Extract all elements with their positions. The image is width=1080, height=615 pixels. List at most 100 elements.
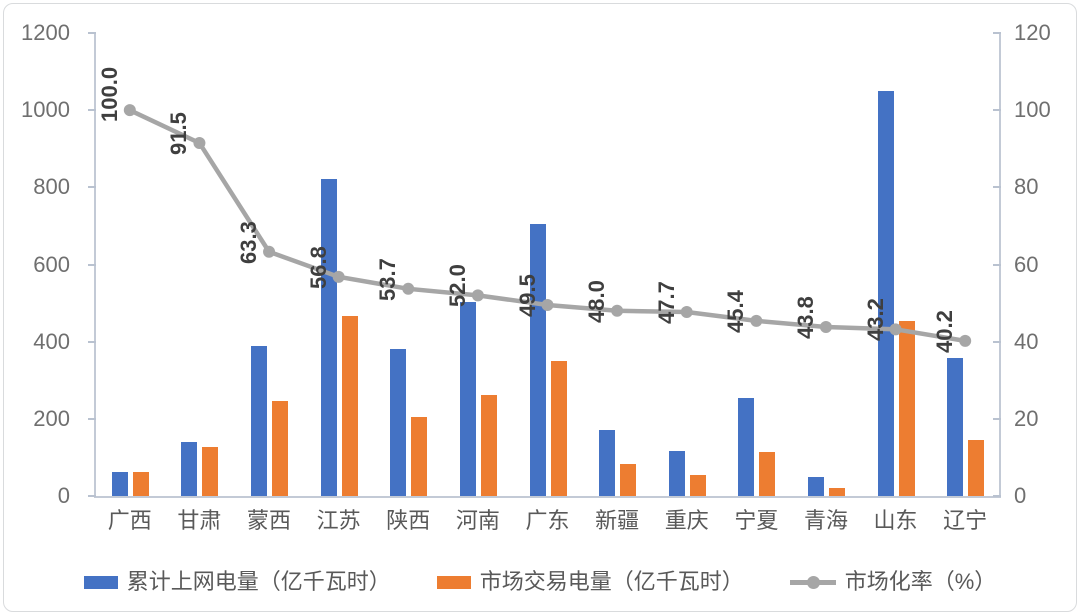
- x-axis-category-label: 山东: [873, 508, 918, 533]
- x-axis-category-label: 江苏: [316, 508, 361, 533]
- left-axis-tick-label: 200: [33, 405, 70, 431]
- right-axis-tick-mark: [993, 32, 1001, 34]
- market-traded-bar: [132, 472, 149, 496]
- left-axis-tick-mark: [88, 32, 96, 34]
- right-axis-tick-mark: [993, 340, 1001, 343]
- cumulative-ongrid-bar: [807, 476, 824, 496]
- market-rate-line-layer: [123, 104, 972, 347]
- market-rate-data-label: 91.5: [166, 112, 192, 155]
- market-traded-bar: [759, 451, 776, 496]
- market-rate-data-label: 47.7: [653, 281, 679, 324]
- market-rate-marker: [471, 289, 484, 302]
- legend: 累计上网电量（亿千瓦时） 市场交易电量（亿千瓦时） 市场化率（%）: [0, 562, 1080, 602]
- cumulative-ongrid-bar: [111, 472, 128, 496]
- cumulative-ongrid-bar: [877, 90, 894, 496]
- market-rate-marker: [889, 323, 902, 336]
- cumulative-ongrid-bar: [320, 178, 337, 496]
- cumulative-ongrid-bar: [251, 345, 268, 496]
- right-axis-tick-mark: [993, 417, 1001, 420]
- x-axis-category-label: 新疆: [595, 508, 640, 533]
- market-traded-bar: [828, 487, 845, 496]
- market-rate-marker: [680, 305, 693, 318]
- market-rate-marker: [263, 245, 276, 258]
- left-axis-tick-mark: [88, 417, 96, 420]
- market-rate-data-label: 43.2: [862, 298, 888, 342]
- legend-swatch-orange-bar: [436, 575, 471, 589]
- left-axis-tick-label: 400: [33, 328, 70, 354]
- market-traded-bar: [620, 463, 637, 496]
- market-traded-bar: [689, 474, 706, 496]
- market-rate-marker: [819, 321, 832, 334]
- left-axis-tick-mark: [88, 186, 96, 189]
- legend-swatch-blue-bar: [83, 575, 118, 589]
- x-axis-line: [94, 496, 1001, 498]
- legend-label: 市场化率（%）: [844, 569, 997, 594]
- right-axis-tick-label: 120: [1014, 20, 1051, 45]
- x-axis-category-label: 甘肃: [177, 508, 222, 533]
- market-rate-data-label: 63.3: [236, 220, 262, 264]
- left-axis-tick-label: 600: [33, 251, 70, 277]
- right-axis-tick-label: 20: [1014, 405, 1039, 431]
- left-axis-tick-mark: [88, 495, 96, 497]
- x-axis-category-label: 蒙西: [247, 508, 292, 533]
- market-traded-bar: [411, 417, 428, 496]
- x-axis-category-label: 广西: [107, 508, 152, 533]
- cumulative-ongrid-bar: [529, 223, 546, 496]
- market-rate-data-label: 43.8: [792, 296, 818, 339]
- left-axis-tick-mark: [88, 263, 96, 266]
- cumulative-ongrid-bar: [668, 451, 685, 496]
- right-axis-tick-mark: [993, 263, 1001, 266]
- market-traded-bar: [480, 394, 497, 496]
- cumulative-ongrid-bar: [390, 349, 407, 496]
- right-axis-tick-label: 80: [1014, 174, 1039, 200]
- market-rate-marker: [123, 104, 136, 117]
- x-axis-category-label: 宁夏: [734, 508, 779, 533]
- x-axis-category-label: 辽宁: [943, 508, 988, 533]
- left-axis-tick-label: 0: [57, 483, 70, 508]
- x-axis-category-label: 青海: [803, 508, 848, 533]
- right-axis-tick-label: 0: [1014, 483, 1027, 508]
- left-axis-tick-label: 1000: [21, 97, 70, 123]
- x-axis-category-label: 广东: [525, 508, 570, 533]
- market-rate-data-label: 48.0: [584, 279, 610, 323]
- left-axis-tick-mark: [88, 340, 96, 343]
- market-traded-bar: [898, 320, 915, 496]
- cumulative-ongrid-bar: [459, 301, 476, 496]
- right-axis-tick-mark: [993, 109, 1001, 112]
- market-rate-data-label: 53.7: [375, 257, 401, 301]
- cumulative-ongrid-bar: [947, 357, 964, 496]
- left-axis-tick-mark: [88, 109, 96, 112]
- right-axis-tick-label: 40: [1014, 328, 1039, 354]
- market-traded-bar: [202, 446, 219, 496]
- market-rate-marker: [959, 334, 972, 347]
- x-axis-category-label: 陕西: [386, 508, 431, 533]
- market-rate-marker: [541, 299, 554, 312]
- right-axis-tick-mark: [993, 495, 1001, 497]
- market-rate-data-label: 56.8: [305, 246, 331, 289]
- x-axis-category-label: 河南: [455, 508, 500, 533]
- cumulative-ongrid-bar: [738, 397, 755, 496]
- legend-item-market-traded: 市场交易电量（亿千瓦时）: [436, 569, 744, 594]
- left-axis-tick-label: 800: [33, 174, 70, 200]
- right-axis-tick-mark: [993, 186, 1001, 189]
- legend-label: 累计上网电量（亿千瓦时）: [126, 569, 391, 594]
- x-axis-category-label: 重庆: [664, 508, 709, 533]
- market-rate-data-label: 100.0: [96, 67, 122, 123]
- legend-item-cumulative-ongrid: 累计上网电量（亿千瓦时）: [83, 569, 391, 594]
- market-rate-data-label: 40.2: [932, 310, 958, 353]
- market-rate-marker: [402, 282, 415, 295]
- market-rate-marker: [193, 136, 206, 149]
- market-traded-bar: [550, 361, 567, 496]
- market-traded-bar: [341, 315, 358, 496]
- right-axis-tick-label: 60: [1014, 251, 1039, 277]
- market-traded-bar: [968, 440, 985, 496]
- market-rate-data-label: 45.4: [723, 290, 749, 333]
- legend-swatch-gray-line: [789, 575, 836, 589]
- cumulative-ongrid-bar: [599, 429, 616, 496]
- legend-label: 市场交易电量（亿千瓦时）: [479, 569, 744, 594]
- market-rate-data-label: 52.0: [444, 264, 470, 308]
- market-traded-bar: [272, 400, 289, 496]
- market-rate-marker: [332, 270, 345, 283]
- market-rate-marker: [750, 314, 763, 327]
